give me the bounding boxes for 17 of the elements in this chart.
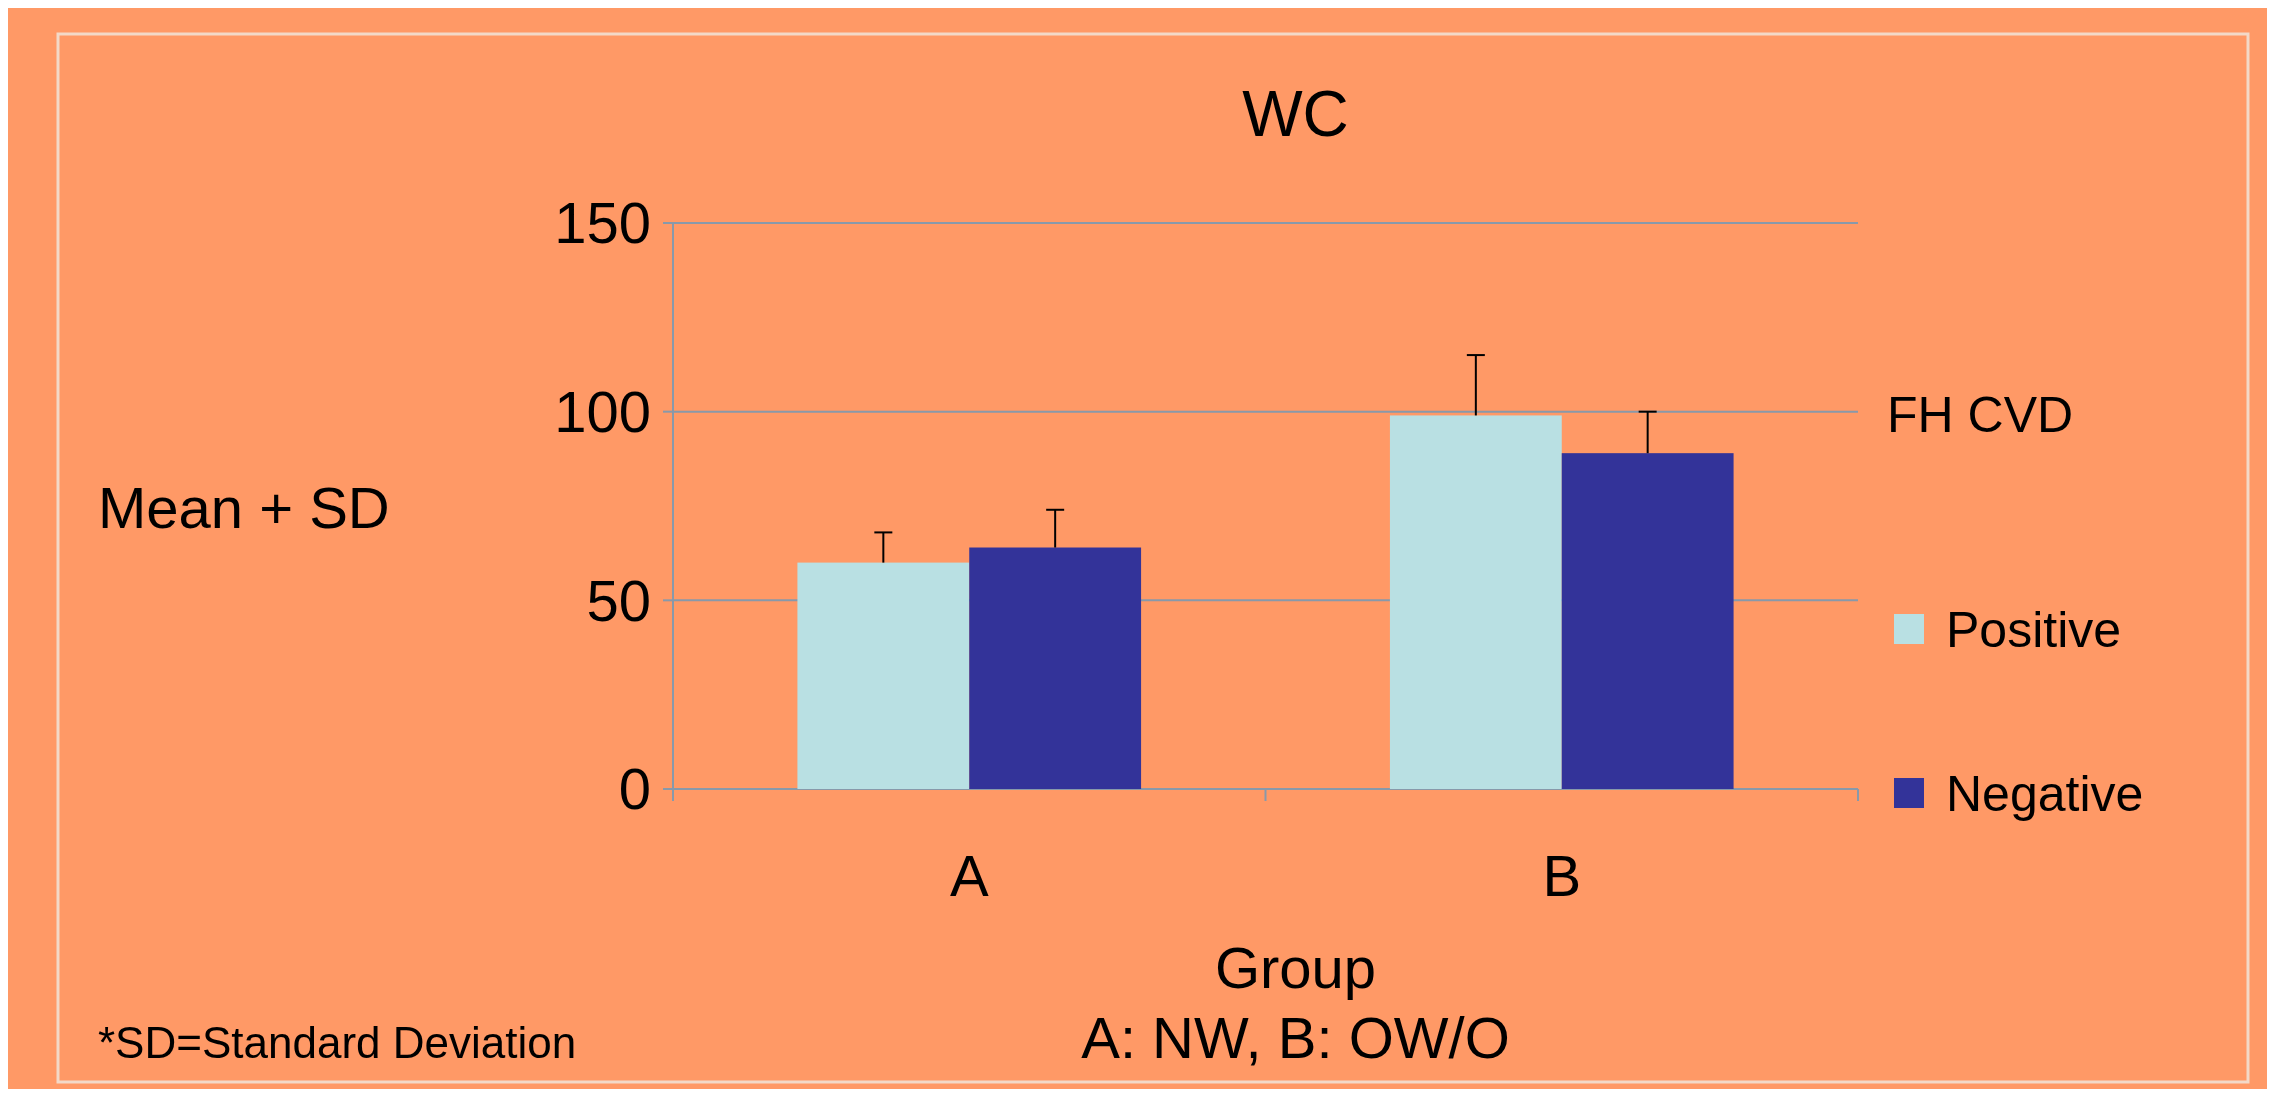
y-tick-label: 0 [618,756,651,822]
y-tick-label: 150 [554,190,651,256]
x-tick-label: B [1542,843,1582,908]
legend-label: Positive [1946,601,2122,658]
y-axis-title: Mean + SD [98,475,390,540]
legend-title: FH CVD [1887,386,2074,443]
x-tick-label: A [949,843,989,908]
bar [969,547,1142,789]
chart-title: WC [1242,78,1349,150]
x-axis-title: Group A: NW, B: OW/O [1081,935,1510,1070]
bar [1561,453,1734,789]
bar [1389,415,1562,789]
y-tick-label: 100 [554,378,651,444]
bar [797,562,970,789]
y-tick-label: 50 [586,567,651,633]
legend-label: Negative [1946,765,2144,822]
text: *SD=Standard Deviation [98,1018,577,1067]
